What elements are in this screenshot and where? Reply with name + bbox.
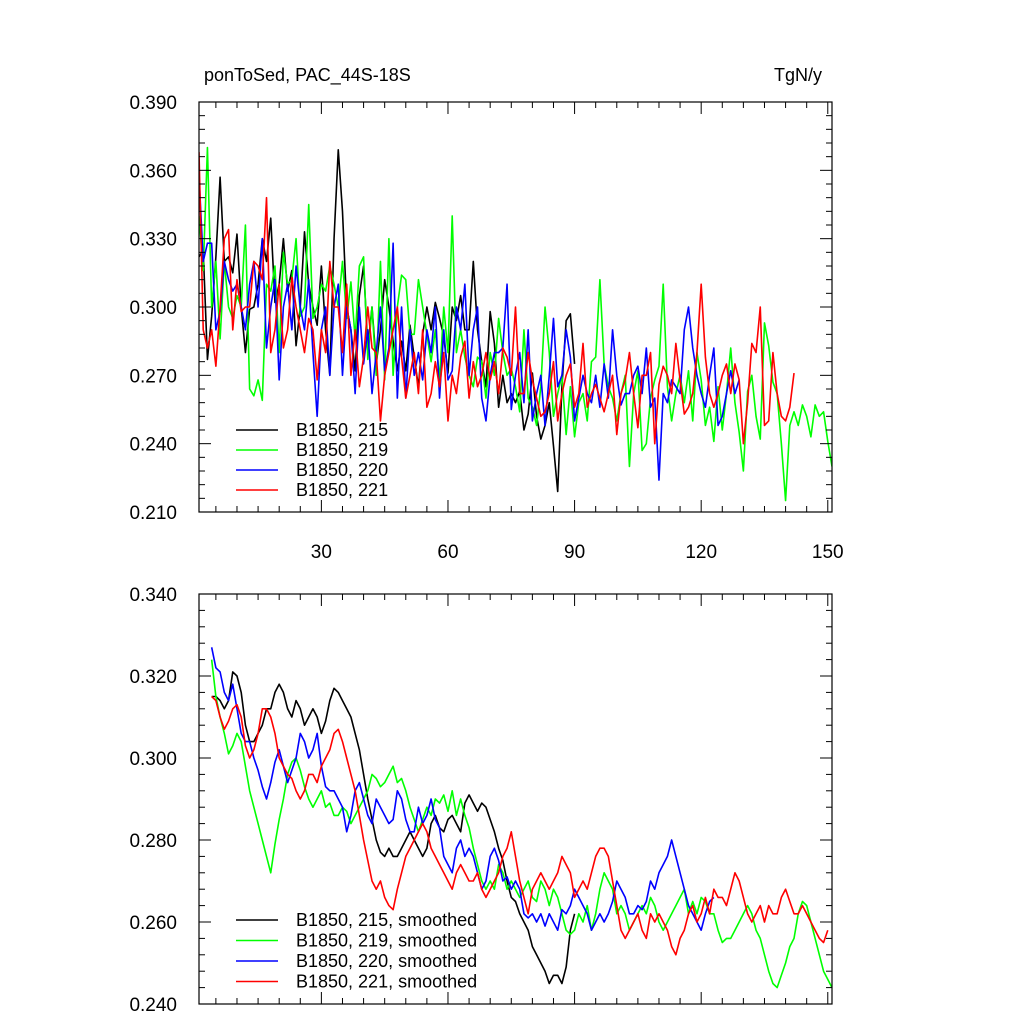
top-xtick-label: 30	[311, 542, 332, 563]
bottom-ytick-label: 0.320	[129, 667, 177, 688]
top-legend-label-2: B1850, 219	[296, 440, 388, 460]
bottom-series-line-1	[211, 671, 576, 985]
bottom-ytick-label: 0.240	[129, 995, 177, 1016]
bottom-plot-frame	[198, 593, 833, 1005]
top-ytick-label: 0.300	[129, 298, 177, 319]
bottom-ytick-label: 0.280	[129, 831, 177, 852]
top-ytick-label: 0.270	[129, 366, 177, 387]
bottom-legend-label-1: B1850, 215, smoothed	[296, 910, 477, 930]
bottom-legend-label-3: B1850, 220, smoothed	[296, 951, 477, 971]
top-ytick-label: 0.240	[129, 435, 177, 456]
top-ytick-label: 0.360	[129, 161, 177, 182]
top-chart-title: ponToSed, PAC_44S-18S	[204, 65, 411, 86]
top-legend-label-4: B1850, 221	[296, 480, 388, 500]
top-xtick-label: 150	[812, 542, 844, 563]
top-xtick-label: 120	[685, 542, 717, 563]
top-chart-panel: ponToSed, PAC_44S-18S TgN/y 0.210 0.240 0.…	[129, 65, 843, 563]
top-series-line-2	[199, 146, 832, 502]
top-series-line-3	[199, 174, 740, 481]
top-xtick-label: 90	[564, 542, 585, 563]
top-ytick-label: 0.390	[129, 93, 177, 114]
bottom-chart-panel: 0.240 0.260 0.280 0.300 0.320 0.340 B1850, 215…	[129, 585, 833, 1016]
top-legend-label-1: B1850, 215	[296, 420, 388, 440]
top-xtick-label: 60	[437, 542, 458, 563]
top-ytick-label: 0.330	[129, 230, 177, 251]
bottom-series-line-4	[211, 695, 829, 956]
top-legend-label-3: B1850, 220	[296, 460, 388, 480]
bottom-ytick-label: 0.260	[129, 913, 177, 934]
top-series-line-4	[199, 152, 795, 445]
bottom-legend-label-2: B1850, 219, smoothed	[296, 931, 477, 951]
bottom-series-line-2	[210, 659, 832, 989]
bottom-ytick-label: 0.340	[129, 585, 177, 606]
bottom-ytick-label: 0.300	[129, 749, 177, 770]
top-chart-units: TgN/y	[774, 65, 822, 85]
top-ytick-label: 0.210	[129, 503, 177, 524]
bottom-series-line-3	[210, 647, 715, 932]
bottom-legend-label-4: B1850, 221, smoothed	[296, 972, 477, 992]
